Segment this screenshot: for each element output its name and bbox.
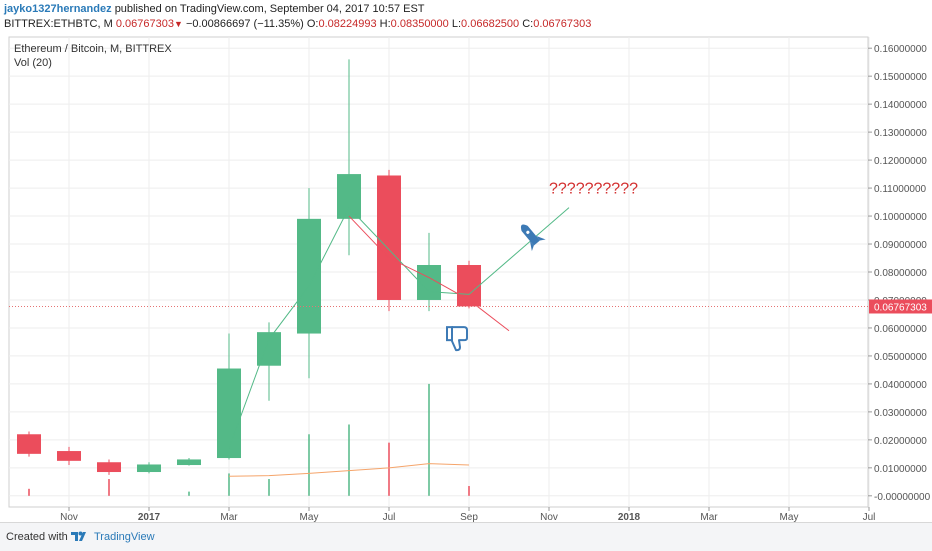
current-price-label: 0.06767303 <box>874 302 927 313</box>
low-value: 0.06682500 <box>461 18 520 30</box>
x-tick-label: Mar <box>220 512 238 522</box>
candle-body <box>137 464 161 473</box>
rocket-icon <box>520 224 546 252</box>
y-tick-label: 0.01000000 <box>874 464 927 475</box>
publish-line: jayko1327hernandez published on TradingV… <box>4 3 425 15</box>
author-link[interactable]: jayko1327hernandez <box>4 3 112 15</box>
chart-title: Ethereum / Bitcoin, M, BITTREX <box>14 43 172 55</box>
last-price: 0.06767303 <box>115 18 174 30</box>
candle-body <box>57 451 81 461</box>
x-tick-label: May <box>780 512 799 522</box>
candle-body <box>297 218 321 334</box>
high-label: H: <box>379 18 391 30</box>
x-tick-label: 2018 <box>618 512 641 522</box>
question-annotation: ?????????? <box>549 181 638 198</box>
change-value: −0.00866697 (−11.35%) <box>185 18 304 30</box>
y-tick-label: 0.10000000 <box>874 212 927 223</box>
ohlc-line: BITTREX:ETHBTC, M 0.06767303▼ −0.0086669… <box>4 18 591 30</box>
close-value: 0.06767303 <box>533 18 592 30</box>
chart-header: jayko1327hernandez published on TradingV… <box>0 0 932 36</box>
open-value: 0.08224993 <box>318 18 377 30</box>
x-tick-label: 2017 <box>138 512 161 522</box>
y-tick-label: 0.16000000 <box>874 44 927 55</box>
y-tick-label: 0.14000000 <box>874 100 927 111</box>
trend-line-up <box>228 206 570 449</box>
drawings: ?????????? <box>228 181 638 449</box>
tradingview-brand-link[interactable]: TradingView <box>94 531 155 543</box>
y-tick-label: -0.00000000 <box>874 492 931 503</box>
indicator-label: Vol (20) <box>14 57 52 69</box>
low-label: L: <box>451 18 462 30</box>
y-tick-label: 0.02000000 <box>874 436 927 447</box>
high-value: 0.08350000 <box>390 18 449 30</box>
created-with-text: Created with <box>6 531 68 543</box>
x-tick-label: Nov <box>540 512 558 522</box>
tradingview-logo-icon <box>71 531 86 541</box>
candle-body <box>377 175 401 300</box>
y-tick-label: 0.06000000 <box>874 324 927 335</box>
trend-line-down <box>348 215 510 332</box>
x-tick-label: Nov <box>60 512 78 522</box>
x-axis[interactable]: Nov 2017 Mar May Jul Sep Nov 2018 Mar May Jul <box>60 507 875 522</box>
down-arrow-icon: ▼ <box>173 19 183 29</box>
volume-bars <box>28 383 470 496</box>
candle-body <box>97 462 121 473</box>
candle-body <box>177 459 201 466</box>
close-label: C: <box>522 18 534 30</box>
y-tick-label: 0.04000000 <box>874 380 927 391</box>
volume-ma-line <box>228 463 470 477</box>
candle-body <box>337 174 361 219</box>
footer: Created with TradingView <box>0 522 932 551</box>
x-tick-label: May <box>300 512 319 522</box>
published-text: published on TradingView.com, September … <box>114 3 425 15</box>
y-tick-label: 0.03000000 <box>874 408 927 419</box>
open-label: O: <box>306 18 319 30</box>
y-axis[interactable]: 0.16000000 0.15000000 0.14000000 0.13000000… <box>868 44 932 503</box>
candle-body <box>217 368 241 459</box>
y-tick-label: 0.11000000 <box>874 184 927 195</box>
x-tick-label: Jul <box>383 512 396 522</box>
y-tick-label: 0.13000000 <box>874 128 927 139</box>
y-tick-label: 0.05000000 <box>874 352 927 363</box>
x-tick-label: Jul <box>863 512 876 522</box>
volume-ma <box>228 463 470 477</box>
symbol-label: BITTREX:ETHBTC, M <box>4 18 113 30</box>
x-tick-label: Sep <box>460 512 478 522</box>
y-tick-label: 0.15000000 <box>874 72 927 83</box>
y-tick-label: 0.09000000 <box>874 240 927 251</box>
current-price-badge <box>869 299 932 314</box>
candles <box>17 59 481 475</box>
y-tick-label: 0.12000000 <box>874 156 927 167</box>
candle-body <box>17 434 41 454</box>
chart-area[interactable]: ?????????? 0.16000000 0.15000000 0.1400000… <box>0 36 932 522</box>
x-tick-label: Mar <box>700 512 718 522</box>
thumbs-down-icon <box>446 326 468 352</box>
y-tick-label: 0.08000000 <box>874 268 927 279</box>
